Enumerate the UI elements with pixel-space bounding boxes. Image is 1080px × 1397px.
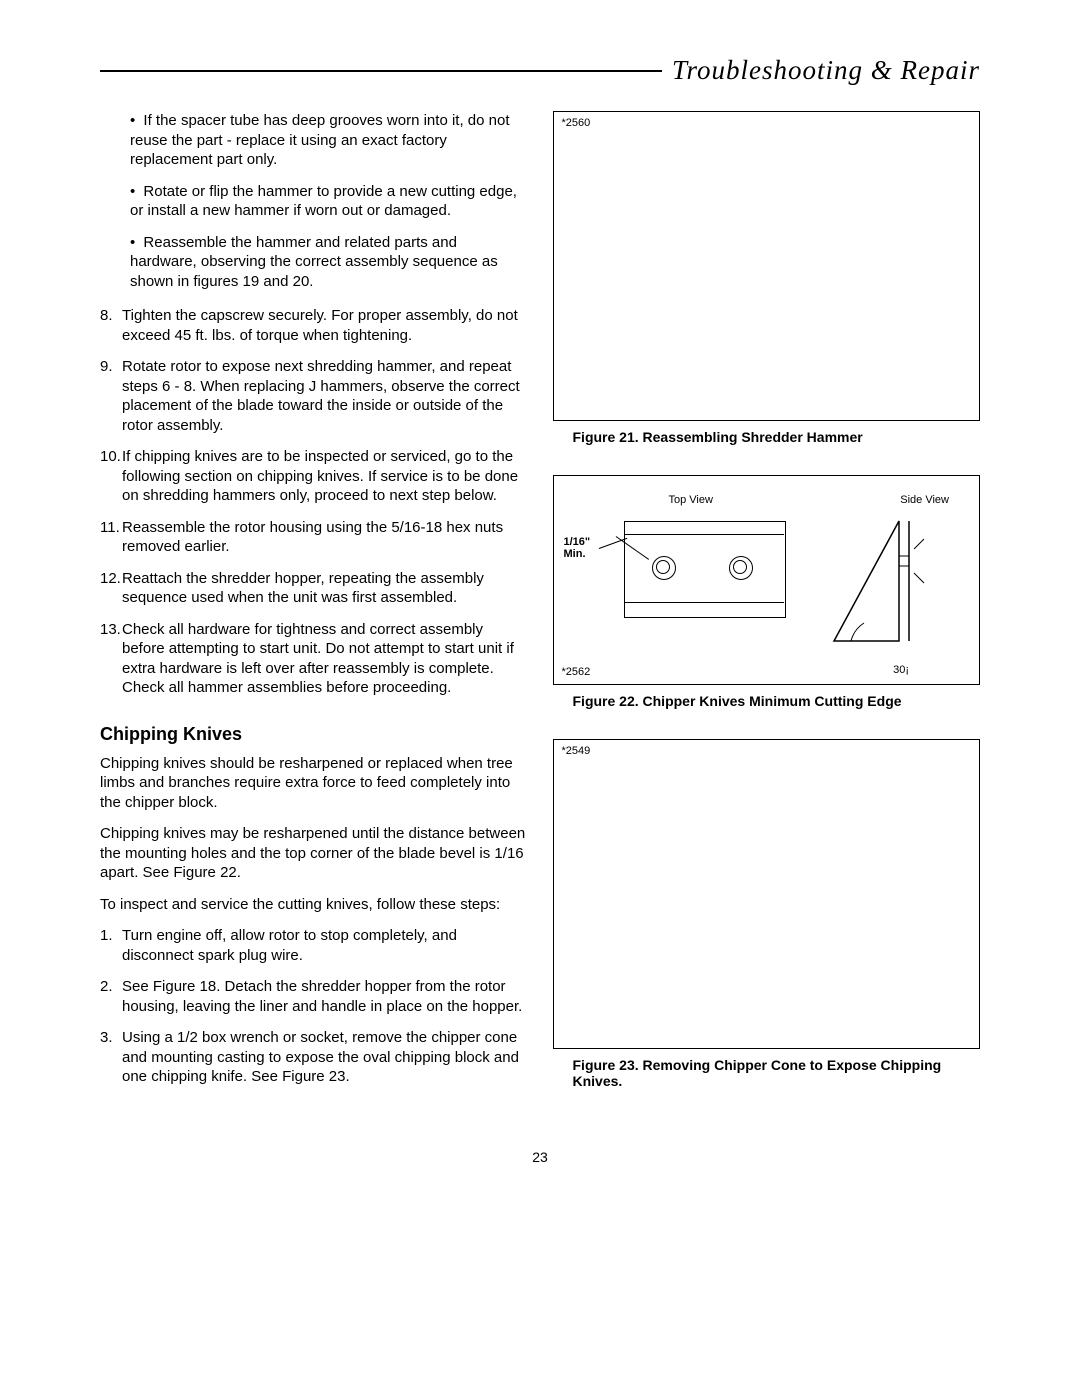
fig22-min-label: 1/16" Min. [564, 536, 591, 560]
step-item: 12.Reattach the shredder hopper, repeati… [100, 569, 528, 608]
step-item: 11.Reassemble the rotor housing using th… [100, 518, 528, 557]
figure-22-caption: Figure 22. Chipper Knives Minimum Cuttin… [553, 693, 981, 709]
step-item: 3.Using a 1/2 box wrench or socket, remo… [100, 1028, 528, 1087]
header-rule [100, 70, 662, 72]
body-para: Chipping knives may be resharpened until… [100, 824, 528, 883]
page-header: Troubleshooting & Repair [100, 55, 980, 86]
step-item: 1.Turn engine off, allow rotor to stop c… [100, 926, 528, 965]
figure-22-box: Top View Side View 1/16" Min. [553, 475, 981, 685]
fig22-hole [729, 556, 753, 580]
fig22-angle-label: 30¡ [893, 664, 909, 676]
fig22-side-view-label: Side View [900, 494, 949, 506]
step-item: 10.If chipping knives are to be inspecte… [100, 447, 528, 506]
bullet-item: Rotate or flip the hammer to provide a n… [130, 182, 528, 221]
page-number: 23 [100, 1149, 980, 1165]
figure-22-ref: *2562 [562, 666, 591, 678]
figure-21-box: *2560 [553, 111, 981, 421]
bullet-item: If the spacer tube has deep grooves worn… [130, 111, 528, 170]
numbered-steps-2: 1.Turn engine off, allow rotor to stop c… [100, 926, 528, 1087]
step-item: 8.Tighten the capscrew securely. For pro… [100, 306, 528, 345]
body-para: To inspect and service the cutting knive… [100, 895, 528, 915]
right-column: *2560 Figure 21. Reassembling Shredder H… [553, 111, 981, 1119]
figure-21-caption: Figure 21. Reassembling Shredder Hammer [553, 429, 981, 445]
step-item: 13.Check all hardware for tightness and … [100, 620, 528, 698]
fig22-top-view-label: Top View [669, 494, 713, 506]
section-heading-chipping-knives: Chipping Knives [100, 723, 528, 746]
fig22-hole [652, 556, 676, 580]
header-title: Troubleshooting & Repair [662, 55, 980, 86]
numbered-steps: 8.Tighten the capscrew securely. For pro… [100, 306, 528, 698]
figure-23-caption: Figure 23. Removing Chipper Cone to Expo… [553, 1057, 981, 1089]
body-para: Chipping knives should be resharpened or… [100, 754, 528, 813]
figure-21-ref: *2560 [562, 117, 591, 129]
bullet-item: Reassemble the hammer and related parts … [130, 233, 528, 292]
figure-23-box: *2549 [553, 739, 981, 1049]
step-item: 9.Rotate rotor to expose next shredding … [100, 357, 528, 435]
figure-23-ref: *2549 [562, 745, 591, 757]
fig22-sideview [829, 511, 939, 661]
bullet-list: If the spacer tube has deep grooves worn… [130, 111, 528, 291]
step-item: 2.See Figure 18. Detach the shredder hop… [100, 977, 528, 1016]
fig22-topview-inner [624, 534, 784, 603]
left-column: If the spacer tube has deep grooves worn… [100, 111, 528, 1119]
